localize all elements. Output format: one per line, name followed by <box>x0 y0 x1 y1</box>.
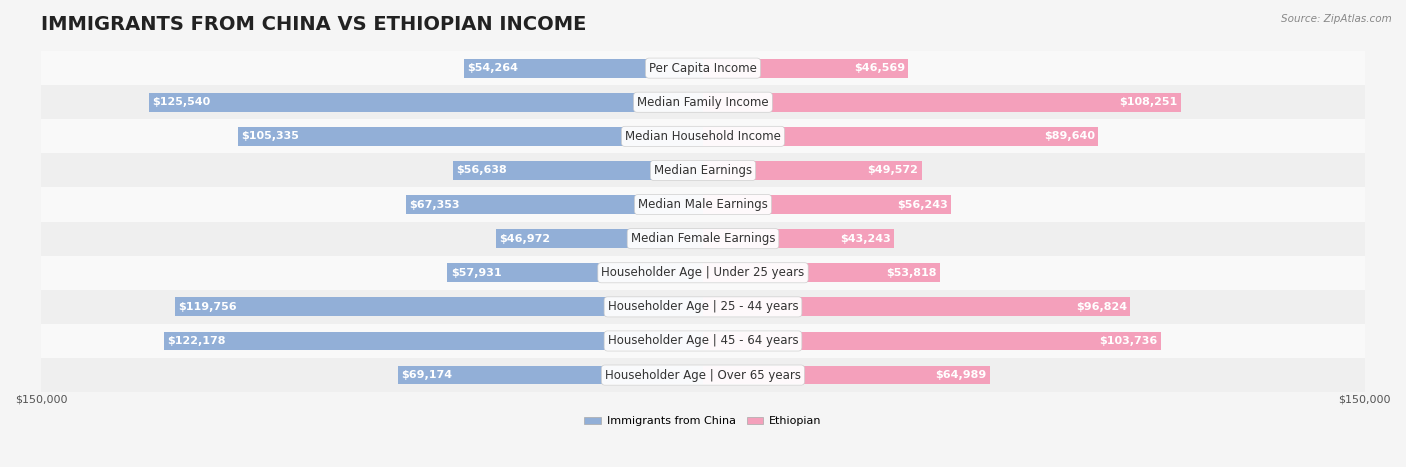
Text: Householder Age | Under 25 years: Householder Age | Under 25 years <box>602 266 804 279</box>
Bar <box>703 93 1181 112</box>
Bar <box>398 366 703 384</box>
Text: $125,540: $125,540 <box>152 97 211 107</box>
Text: Median Family Income: Median Family Income <box>637 96 769 109</box>
Bar <box>41 256 1365 290</box>
Text: $103,736: $103,736 <box>1099 336 1157 346</box>
Text: Source: ZipAtlas.com: Source: ZipAtlas.com <box>1281 14 1392 24</box>
Text: IMMIGRANTS FROM CHINA VS ETHIOPIAN INCOME: IMMIGRANTS FROM CHINA VS ETHIOPIAN INCOM… <box>41 15 586 35</box>
Bar <box>703 161 922 180</box>
Bar <box>703 366 990 384</box>
Bar <box>174 297 703 316</box>
Text: Householder Age | Over 65 years: Householder Age | Over 65 years <box>605 368 801 382</box>
Text: $96,824: $96,824 <box>1076 302 1126 312</box>
Bar <box>165 332 703 350</box>
Bar <box>41 324 1365 358</box>
Bar <box>703 332 1160 350</box>
Text: $54,264: $54,264 <box>467 63 517 73</box>
Bar <box>453 161 703 180</box>
Bar <box>41 222 1365 256</box>
Bar <box>238 127 703 146</box>
Legend: Immigrants from China, Ethiopian: Immigrants from China, Ethiopian <box>581 412 825 431</box>
Bar <box>703 297 1130 316</box>
Bar <box>41 358 1365 392</box>
Text: Median Female Earnings: Median Female Earnings <box>631 232 775 245</box>
Text: $89,640: $89,640 <box>1045 131 1095 142</box>
Text: $122,178: $122,178 <box>167 336 226 346</box>
Bar <box>703 195 950 214</box>
Bar <box>149 93 703 112</box>
Text: Median Household Income: Median Household Income <box>626 130 780 143</box>
Text: $108,251: $108,251 <box>1119 97 1177 107</box>
Bar <box>41 119 1365 153</box>
Text: $56,243: $56,243 <box>897 199 948 210</box>
Bar <box>703 263 941 282</box>
Bar <box>703 127 1098 146</box>
Text: $56,638: $56,638 <box>457 165 508 176</box>
Text: $46,972: $46,972 <box>499 234 550 244</box>
Bar <box>41 290 1365 324</box>
Text: Householder Age | 25 - 44 years: Householder Age | 25 - 44 years <box>607 300 799 313</box>
Bar <box>41 51 1365 85</box>
Text: $53,818: $53,818 <box>887 268 938 278</box>
Text: $69,174: $69,174 <box>401 370 453 380</box>
Text: Median Earnings: Median Earnings <box>654 164 752 177</box>
Text: Median Male Earnings: Median Male Earnings <box>638 198 768 211</box>
Text: $57,931: $57,931 <box>451 268 502 278</box>
Bar <box>703 229 894 248</box>
Bar <box>41 187 1365 222</box>
Text: $46,569: $46,569 <box>853 63 905 73</box>
Text: Per Capita Income: Per Capita Income <box>650 62 756 75</box>
Text: Householder Age | 45 - 64 years: Householder Age | 45 - 64 years <box>607 334 799 347</box>
Bar <box>703 59 908 78</box>
Text: $67,353: $67,353 <box>409 199 460 210</box>
Text: $119,756: $119,756 <box>179 302 236 312</box>
Text: $49,572: $49,572 <box>868 165 918 176</box>
Text: $105,335: $105,335 <box>242 131 299 142</box>
Bar <box>406 195 703 214</box>
Bar <box>496 229 703 248</box>
Bar <box>464 59 703 78</box>
Text: $64,989: $64,989 <box>935 370 987 380</box>
Bar <box>447 263 703 282</box>
Bar <box>41 153 1365 187</box>
Bar <box>41 85 1365 119</box>
Text: $43,243: $43,243 <box>839 234 890 244</box>
